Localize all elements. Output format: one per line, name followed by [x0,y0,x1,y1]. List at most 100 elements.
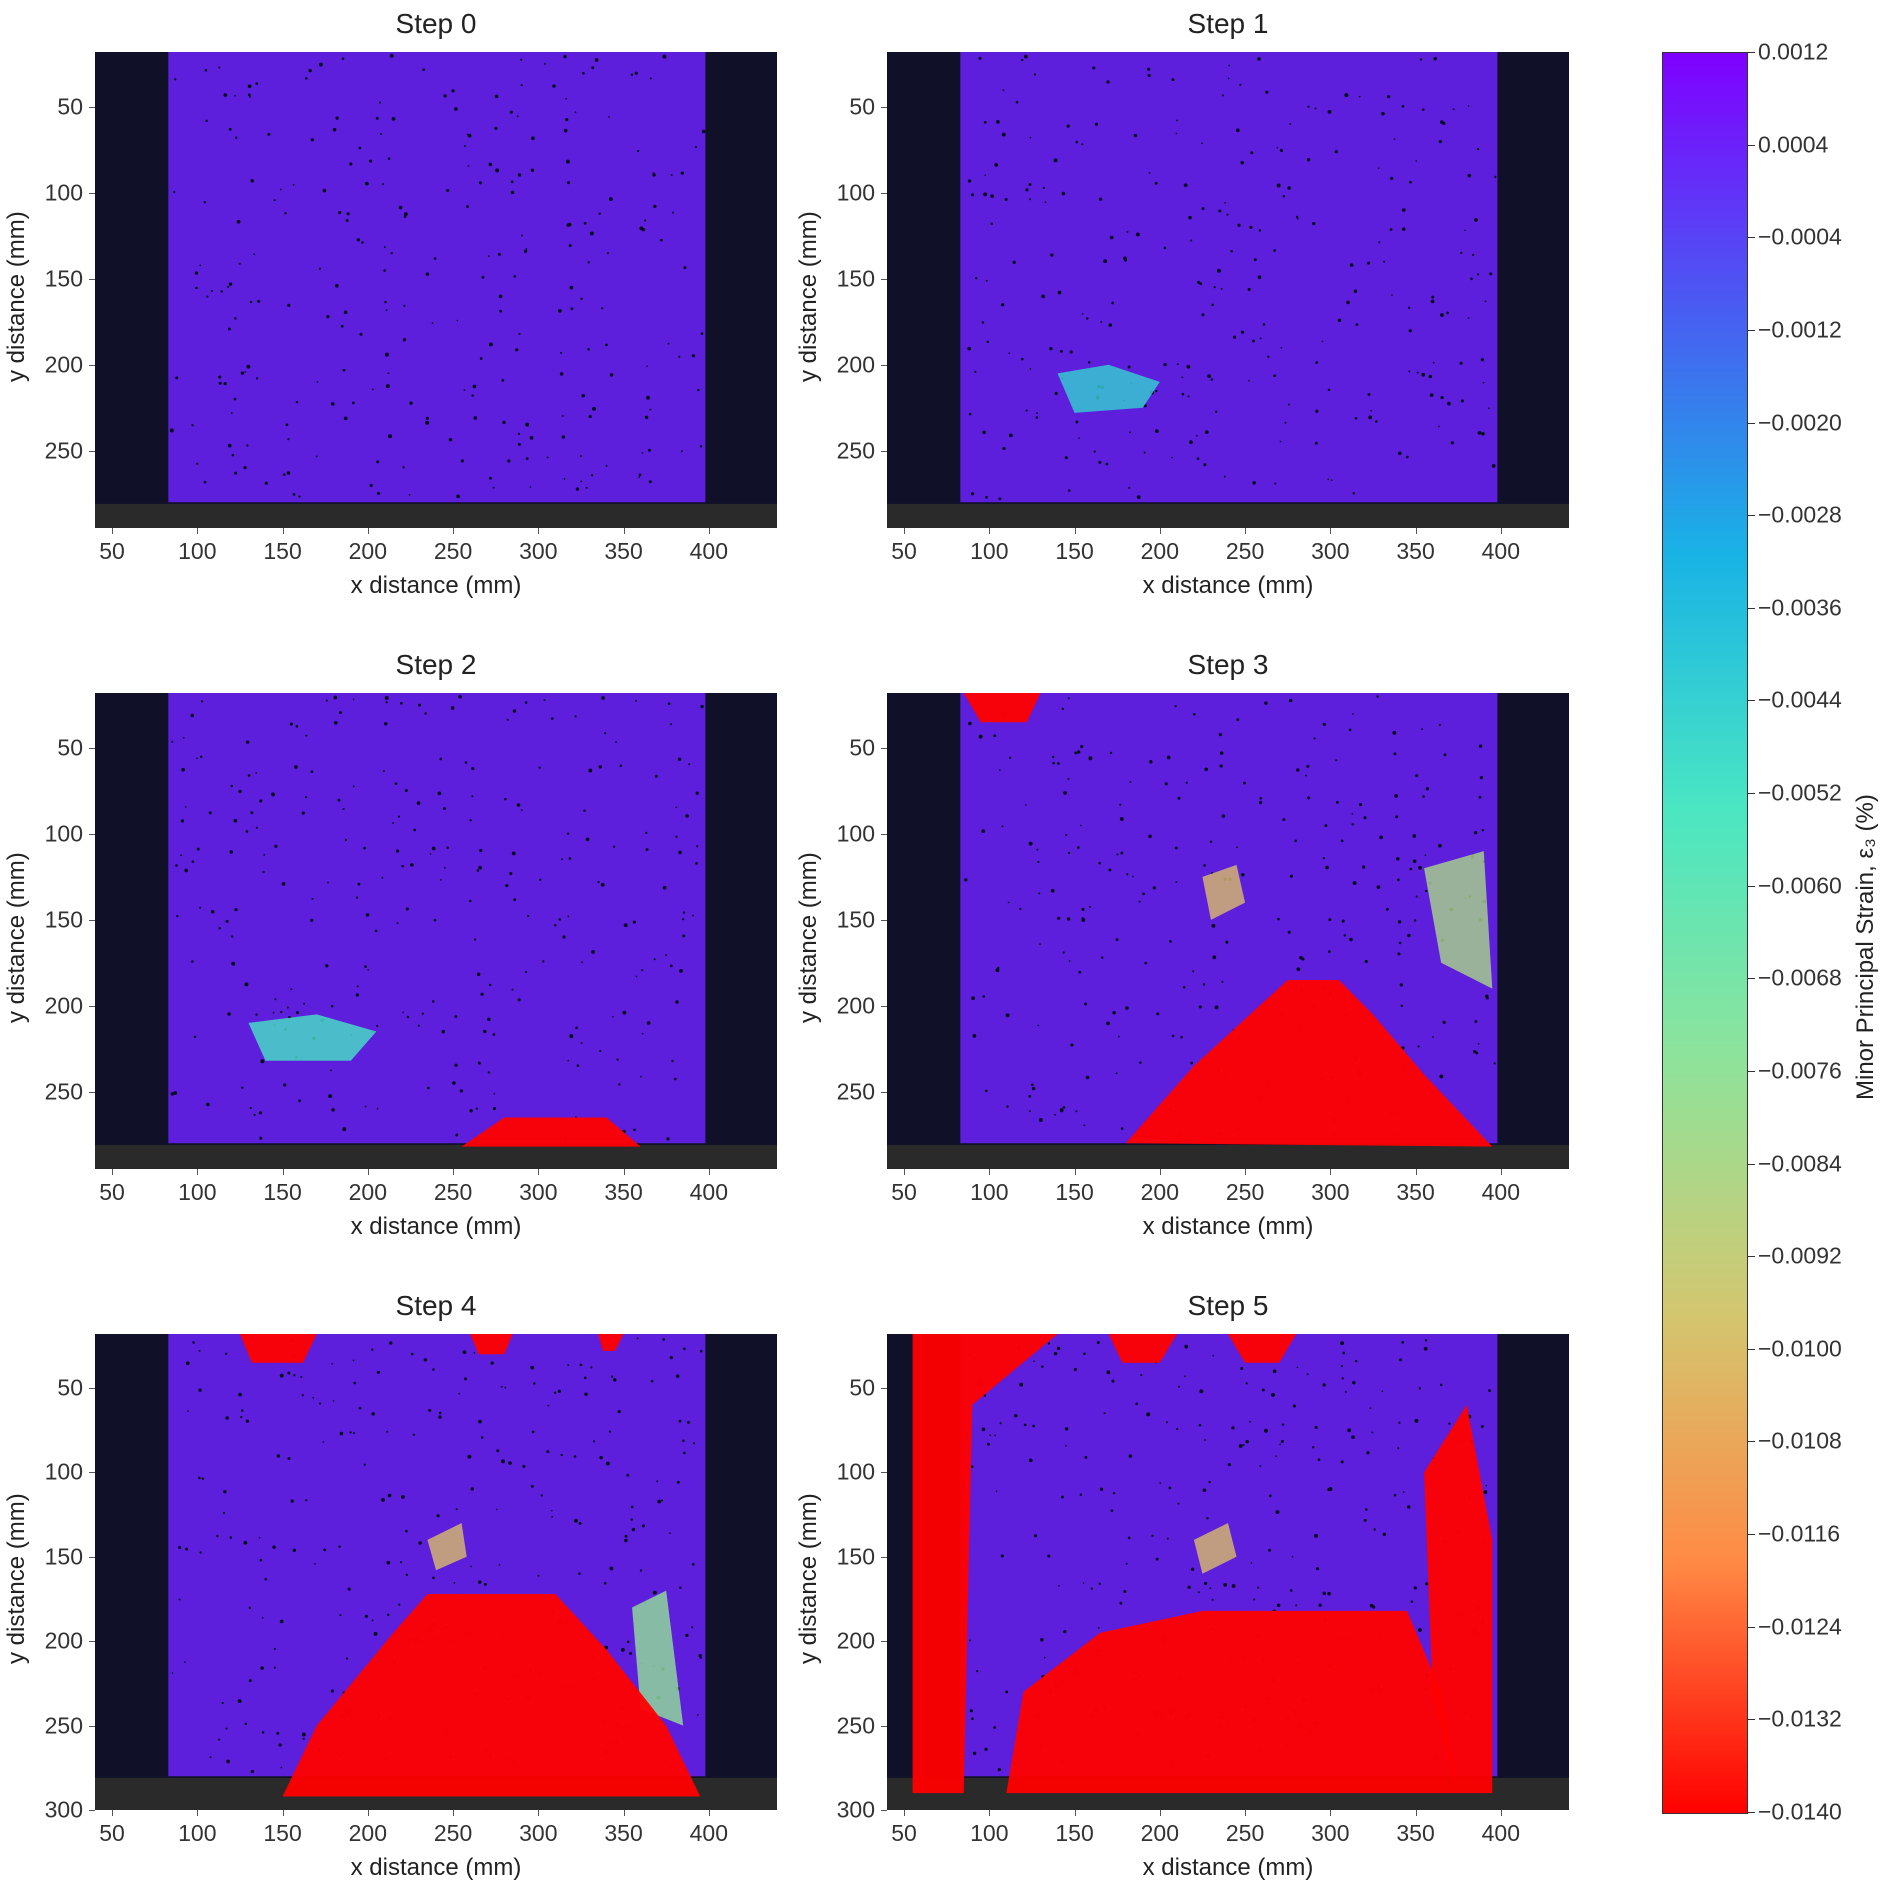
speckle-dot [412,1433,416,1436]
speckle-dot [436,1514,440,1518]
speckle-dot [1227,1463,1231,1467]
speckle-dot [645,831,648,834]
speckle-dot [1253,258,1257,262]
speckle-dot [1038,1117,1043,1122]
x-tick-mark [623,1169,625,1175]
speckle-dot [1225,940,1229,944]
x-tick-mark [904,528,906,534]
speckle-dot [1412,859,1417,864]
speckle-dot [294,765,298,769]
support-base [95,1144,777,1169]
x-tick-mark [708,1169,710,1175]
x-tick-mark [453,1169,455,1175]
speckle-dot [1177,796,1181,800]
speckle-dot [994,163,999,167]
speckle-dot [174,78,177,81]
speckle-dot [1168,1486,1172,1490]
speckle-dot [1315,1567,1320,1571]
speckle-dot [974,370,977,374]
speckle-dot [1395,815,1399,819]
speckle-dot [1059,1108,1064,1113]
speckle-dot [565,97,568,100]
speckle-dot [1176,1427,1179,1431]
speckle-dot [240,371,245,375]
speckle-dot [195,286,198,290]
speckle-dot [1276,146,1279,149]
strain-map [95,1334,777,1810]
speckle-dot [1174,705,1177,708]
speckle-dot [233,397,237,401]
speckle-dot [424,712,427,715]
speckle-dot [679,968,683,973]
y-tick-mark [89,192,95,194]
x-tick-label: 50 [99,1179,125,1205]
speckle-dot [1370,409,1372,412]
speckle-dot [1051,755,1055,759]
speckle-dot [1149,760,1153,764]
speckle-dot [1021,58,1024,62]
speckle-dot [1187,1585,1191,1589]
speckle-dot [612,1015,614,1018]
speckle-dot [1074,751,1078,755]
speckle-dot [1109,235,1114,240]
speckle-dot [504,1386,507,1389]
speckle-dot [501,379,505,382]
y-tick-label: 200 [44,992,83,1019]
speckle-dot [1201,207,1205,211]
speckle-dot [438,1411,442,1415]
speckle-dot [1231,1584,1236,1588]
speckle-dot [1307,105,1310,108]
speckle-dot [1261,1388,1265,1392]
speckle-dot [1267,355,1270,358]
speckle-dot [1438,843,1442,848]
speckle-dot [1195,434,1198,437]
speckle-dot [582,71,585,75]
speckle-dot [1186,364,1191,369]
speckle-dot [1291,1555,1294,1558]
support-base [887,503,1569,528]
colorbar-tick-label: −0.0052 [1758,779,1842,806]
y-tick-mark [89,1641,95,1643]
speckle-dot [1250,151,1254,155]
speckle-dot [1247,287,1251,292]
speckle-dot [343,310,348,315]
speckle-dot [180,819,185,823]
speckle-dot [341,57,345,60]
x-tick-mark [1415,1810,1417,1816]
speckle-dot [1019,1382,1024,1387]
speckle-dot [487,255,490,257]
speckle-dot [1422,795,1425,798]
speckle-dot [328,1094,333,1099]
speckle-dot [196,462,199,465]
y-tick-mark [881,1091,887,1093]
speckle-dot [1257,1586,1260,1589]
speckle-dot [1289,874,1294,878]
speckle-dot [421,1012,424,1015]
speckle-dot [332,1400,335,1402]
x-tick-mark [1074,528,1076,534]
speckle-dot [1212,1354,1215,1357]
x-tick-label: 250 [433,1820,473,1846]
speckle-dot [443,866,446,869]
speckle-dot [662,885,667,890]
speckle-dot [551,1515,554,1518]
speckle-dot [387,372,390,375]
colorbar-tick-mark [1747,793,1755,795]
speckle-dot [1474,218,1478,222]
speckle-dot [355,993,360,997]
speckle-dot [677,757,682,762]
speckle-dot [653,958,656,961]
speckle-dot [326,314,330,319]
speckle-dot [210,909,215,914]
speckle-dot [615,741,618,743]
speckle-dot [1342,1351,1346,1355]
speckle-dot [644,415,649,420]
speckle-dot [261,1616,264,1619]
speckle-dot [687,1420,690,1424]
speckle-dot [1470,277,1473,281]
speckle-dot [1240,1367,1244,1371]
speckle-dot [1275,1455,1278,1458]
x-tick-mark [367,1810,369,1816]
speckle-dot [1129,431,1131,434]
speckle-dot [339,1431,344,1436]
